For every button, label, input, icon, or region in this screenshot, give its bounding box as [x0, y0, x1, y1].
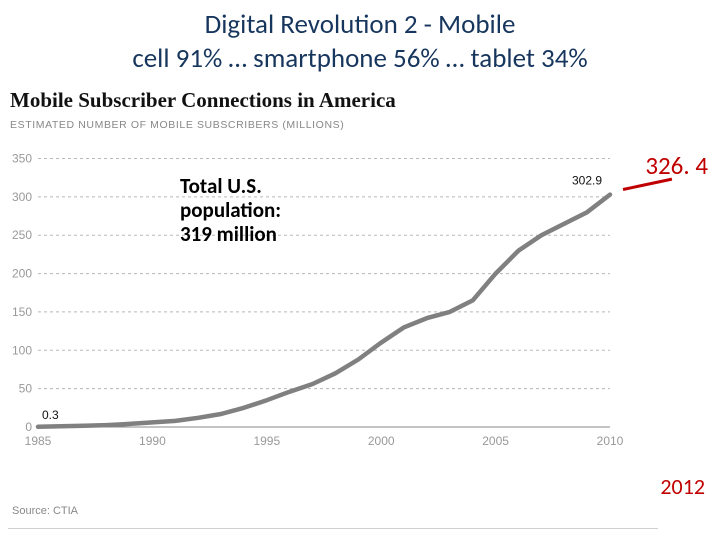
svg-text:250: 250	[12, 228, 32, 242]
chart-heading: Mobile Subscriber Connections in America	[10, 88, 660, 113]
svg-text:1985: 1985	[25, 434, 52, 448]
callout-value: 326. 4	[645, 150, 708, 181]
svg-text:0: 0	[25, 420, 32, 434]
svg-text:350: 350	[12, 152, 32, 166]
callout-year: 2012	[660, 473, 705, 500]
population-annotation: Total U.S. population: 319 million	[180, 174, 281, 246]
svg-text:1995: 1995	[253, 434, 280, 448]
svg-text:302.9: 302.9	[572, 174, 602, 188]
chart-container: Mobile Subscriber Connections in America…	[10, 88, 660, 459]
bottom-divider	[8, 528, 658, 529]
svg-text:2005: 2005	[482, 434, 509, 448]
svg-text:50: 50	[19, 382, 33, 396]
svg-text:200: 200	[12, 267, 32, 281]
chart-svg: 0 50 100 150 200 250 300 350 1985 1990 1995 2000 200…	[10, 139, 630, 459]
svg-text:300: 300	[12, 190, 32, 204]
population-line2: population:	[180, 198, 281, 222]
population-line3: 319 million	[180, 222, 281, 246]
svg-text:0.3: 0.3	[42, 408, 59, 422]
svg-text:150: 150	[12, 305, 32, 319]
svg-text:1990: 1990	[139, 434, 166, 448]
slide-title: Digital Revolution 2 - Mobile cell 91% ……	[0, 0, 720, 76]
svg-text:2010: 2010	[597, 434, 624, 448]
slide-title-line1: Digital Revolution 2 - Mobile	[0, 8, 720, 42]
chart-subtitle: ESTIMATED NUMBER OF MOBILE SUBSCRIBERS (…	[10, 119, 660, 131]
population-line1: Total U.S.	[180, 174, 281, 198]
chart-plot-area: 0 50 100 150 200 250 300 350 1985 1990 1995 2000 200…	[10, 139, 630, 459]
svg-text:100: 100	[12, 343, 32, 357]
svg-text:2000: 2000	[368, 434, 395, 448]
chart-source: Source: CTIA	[12, 505, 78, 517]
slide-title-line2: cell 91% … smartphone 56% … tablet 34%	[0, 42, 720, 76]
